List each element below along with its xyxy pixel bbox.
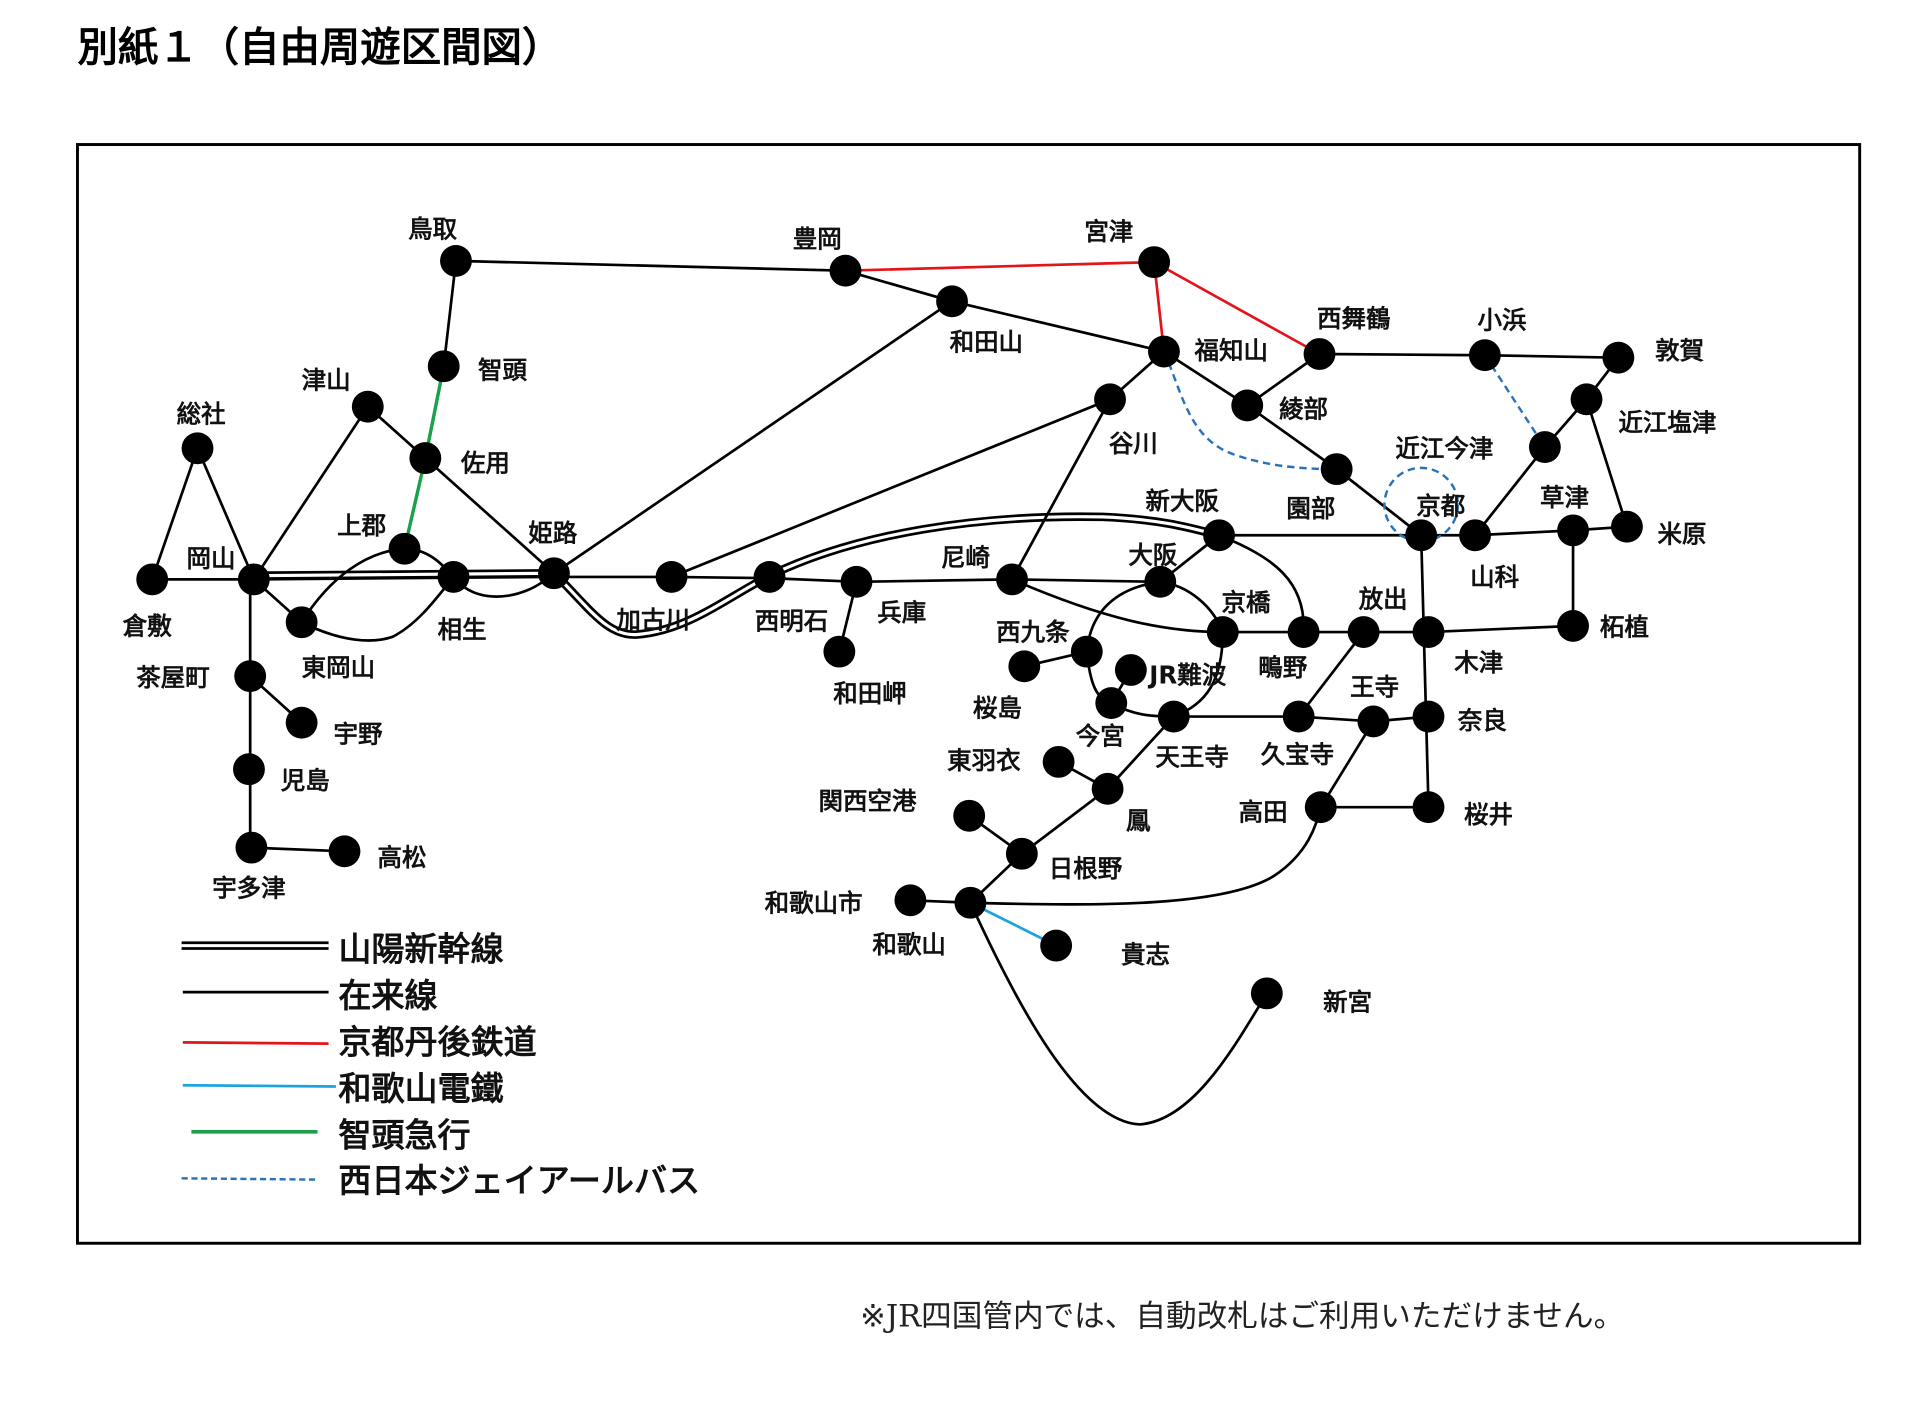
label-otori: 鳳 bbox=[1126, 806, 1151, 835]
label-sakurajima: 桜島 bbox=[973, 694, 1022, 723]
label-hanaten: 放出 bbox=[1358, 585, 1408, 614]
label-omi-imazu: 近江今津 bbox=[1395, 434, 1493, 463]
label-imamiya: 今宮 bbox=[1076, 722, 1125, 751]
legend-shinkansen: 山陽新幹線 bbox=[338, 929, 503, 968]
legend-jr-bus: 西日本ジェイアールバス bbox=[338, 1161, 700, 1200]
label-ayabe: 綾部 bbox=[1279, 395, 1328, 424]
label-kyuhoji: 久宝寺 bbox=[1261, 740, 1334, 769]
label-kojima: 児島 bbox=[281, 766, 330, 795]
kyoto-bus-loop bbox=[1383, 466, 1460, 543]
label-aioi: 相生 bbox=[438, 615, 487, 644]
label-hyogo: 兵庫 bbox=[877, 598, 926, 627]
label-kamigori: 上郡 bbox=[337, 511, 386, 540]
label-sayo: 佐用 bbox=[460, 449, 510, 478]
label-wadamisaki: 和田岬 bbox=[833, 679, 906, 708]
footnote: ※JR四国管内では、自動改札はご利用いただけません。 bbox=[860, 1300, 1624, 1335]
label-nishi-maizuru: 西舞鶴 bbox=[1317, 304, 1390, 333]
legend: 山陽新幹線 在来線 京都丹後鉄道 和歌山電鐵 智頭急行 西日本ジェイアールバス bbox=[181, 929, 700, 1200]
label-kishi: 貴志 bbox=[1121, 940, 1170, 969]
label-tsuge: 柘植 bbox=[1600, 613, 1649, 642]
label-tsuruga: 敦賀 bbox=[1655, 336, 1704, 365]
legend-wakayama-dentetsu: 和歌山電鐵 bbox=[338, 1069, 503, 1108]
label-tennoji: 天王寺 bbox=[1155, 743, 1228, 772]
label-tanigawa: 谷川 bbox=[1109, 429, 1158, 458]
wakayama-dentetsu-line bbox=[969, 901, 1057, 947]
label-toyooka: 豊岡 bbox=[793, 224, 842, 253]
label-uno: 宇野 bbox=[333, 719, 382, 748]
label-okayama: 岡山 bbox=[186, 544, 235, 573]
label-kansai-airport: 関西空港 bbox=[819, 787, 917, 816]
label-jr-namba: JR難波 bbox=[1147, 660, 1226, 689]
map-frame bbox=[76, 143, 1862, 1245]
line-tottori-toyooka bbox=[455, 259, 846, 273]
station-labels: 鳥取 智頭 佐用 津山 総社 上郡 岡山 倉敷 相生 姫路 東岡山 茶屋町 宇野… bbox=[122, 215, 1717, 1017]
label-wakayamashi: 和歌山市 bbox=[765, 888, 863, 917]
label-himeji: 姫路 bbox=[528, 518, 577, 547]
label-yamashina: 山科 bbox=[1470, 562, 1519, 591]
label-kakogawa: 加古川 bbox=[615, 605, 689, 634]
label-wadayama: 和田山 bbox=[950, 327, 1023, 356]
legend-kyoto-tango: 京都丹後鉄道 bbox=[338, 1022, 536, 1061]
legend-conventional: 在来線 bbox=[338, 976, 437, 1015]
label-nishi-akashi: 西明石 bbox=[755, 607, 828, 636]
label-nara: 奈良 bbox=[1457, 706, 1507, 735]
label-kyoto: 京都 bbox=[1416, 491, 1465, 520]
label-higashi-hagoromo: 東羽衣 bbox=[947, 746, 1021, 775]
line-sanyo-west bbox=[152, 575, 1161, 584]
label-fukuchiyama: 福知山 bbox=[1194, 336, 1268, 365]
label-osaka: 大阪 bbox=[1128, 540, 1177, 569]
label-kusatsu: 草津 bbox=[1540, 483, 1589, 512]
label-soja: 総社 bbox=[176, 400, 226, 429]
legend-chizu-kyuko: 智頭急行 bbox=[338, 1115, 470, 1154]
label-kyobashi: 京橋 bbox=[1222, 588, 1271, 617]
label-obama: 小浜 bbox=[1478, 305, 1527, 334]
label-nishikujo: 西九条 bbox=[996, 618, 1070, 647]
label-kizu: 木津 bbox=[1453, 648, 1503, 677]
label-amagasaki: 尼崎 bbox=[941, 543, 990, 572]
label-takada: 高田 bbox=[1239, 798, 1288, 827]
jr-bus-route bbox=[1162, 351, 1337, 471]
label-tottori: 鳥取 bbox=[408, 215, 457, 244]
station-nodes bbox=[136, 244, 1643, 1010]
label-tsuyama: 津山 bbox=[302, 365, 351, 394]
label-chayamachi: 茶屋町 bbox=[136, 663, 209, 692]
label-miyazu: 宮津 bbox=[1084, 217, 1133, 246]
label-oji: 王寺 bbox=[1350, 673, 1399, 702]
page-title: 別紙１（自由周遊区間図） bbox=[77, 23, 562, 71]
label-sakurai: 桜井 bbox=[1464, 800, 1513, 829]
label-sonobe: 園部 bbox=[1286, 494, 1335, 523]
label-hineno: 日根野 bbox=[1049, 854, 1123, 883]
label-omi-shiotsu: 近江塩津 bbox=[1618, 408, 1716, 437]
label-chizu: 智頭 bbox=[478, 355, 527, 384]
label-shingu: 新宮 bbox=[1323, 988, 1372, 1017]
label-kurashiki: 倉敷 bbox=[122, 611, 172, 640]
line-tottori-chizu bbox=[442, 260, 458, 367]
label-wakayama: 和歌山 bbox=[872, 930, 945, 959]
label-takamatsu: 高松 bbox=[378, 843, 427, 872]
label-utazu: 宇多津 bbox=[212, 874, 285, 903]
label-higashi-okayama: 東岡山 bbox=[302, 653, 375, 682]
label-maibara: 米原 bbox=[1658, 520, 1707, 549]
label-shigino: 鴫野 bbox=[1258, 653, 1307, 682]
label-shin-osaka: 新大阪 bbox=[1146, 487, 1220, 516]
